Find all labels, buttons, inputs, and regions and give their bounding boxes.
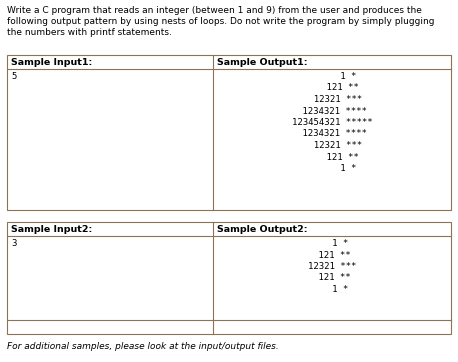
Text: 12321 ***: 12321 ***	[303, 141, 362, 150]
Text: Sample Input1:: Sample Input1:	[11, 58, 92, 67]
Text: For additional samples, please look at the input/output files.: For additional samples, please look at t…	[7, 342, 279, 351]
Text: 12321 ***: 12321 ***	[308, 262, 356, 271]
Text: 1 *: 1 *	[316, 285, 349, 294]
Text: Sample Input2:: Sample Input2:	[11, 225, 92, 234]
Text: 1 *: 1 *	[308, 72, 356, 81]
Text: 121 **: 121 **	[305, 152, 359, 161]
Text: Sample Output1:: Sample Output1:	[218, 58, 308, 67]
Text: 1234321 ****: 1234321 ****	[297, 106, 367, 115]
Text: 121 **: 121 **	[313, 251, 351, 260]
Text: 12321 ***: 12321 ***	[303, 95, 362, 104]
Text: Sample Output2:: Sample Output2:	[218, 225, 308, 234]
Text: 1 *: 1 *	[308, 164, 356, 173]
Text: Write a C program that reads an integer (between 1 and 9) from the user and prod: Write a C program that reads an integer …	[7, 6, 422, 15]
Bar	[7, 55, 451, 210]
Text: 123454321 *****: 123454321 *****	[292, 118, 372, 127]
Text: 121 **: 121 **	[313, 274, 351, 282]
Text: 1234321 ****: 1234321 ****	[297, 130, 367, 139]
Text: 121 **: 121 **	[305, 84, 359, 93]
Text: 3: 3	[11, 239, 16, 248]
Text: 1 *: 1 *	[316, 239, 349, 248]
Text: 5: 5	[11, 72, 16, 81]
Text: the numbers with printf statements.: the numbers with printf statements.	[7, 28, 172, 37]
Bar	[7, 222, 451, 334]
Text: following output pattern by using nests of loops. Do not write the program by si: following output pattern by using nests …	[7, 17, 435, 26]
